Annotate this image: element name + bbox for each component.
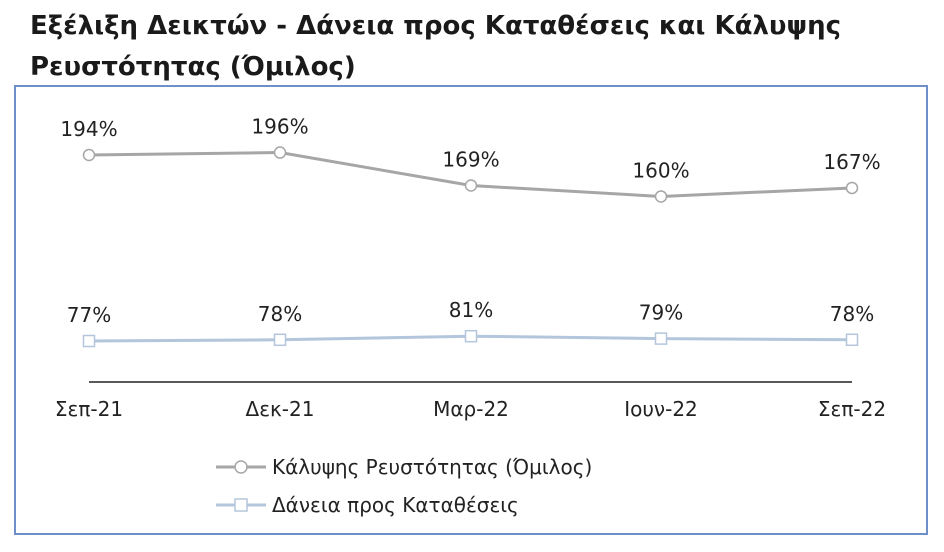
data-label-s0-4: 167% bbox=[823, 150, 880, 174]
x-tick-label-4: Σεπ-22 bbox=[818, 397, 886, 421]
data-point-s1-4 bbox=[845, 333, 859, 347]
data-label-s0-3: 160% bbox=[632, 158, 689, 182]
data-point-s0-2 bbox=[464, 179, 478, 192]
data-label-s0-1: 196% bbox=[251, 115, 308, 139]
x-tick-label-2: Μαρ-22 bbox=[433, 397, 509, 421]
data-label-s1-3: 79% bbox=[639, 301, 683, 325]
data-label-s0-2: 169% bbox=[442, 148, 499, 172]
data-point-s1-2 bbox=[464, 329, 478, 343]
data-point-s1-1 bbox=[273, 333, 287, 347]
x-tick-label-3: Ιουν-22 bbox=[624, 397, 698, 421]
data-point-s0-1 bbox=[273, 146, 287, 159]
data-label-s1-4: 78% bbox=[830, 302, 874, 326]
legend-item-liquidity: Κάλυψης Ρευστότητας (Όμιλος) bbox=[216, 448, 592, 486]
x-tick-label-0: Σεπ-21 bbox=[55, 397, 123, 421]
data-point-s0-4 bbox=[845, 181, 859, 195]
data-point-s1-3 bbox=[654, 332, 668, 345]
chart-frame bbox=[14, 85, 928, 535]
data-label-s0-0: 194% bbox=[60, 117, 117, 141]
legend-swatch-square bbox=[216, 498, 266, 512]
legend-item-loans-deposits: Δάνεια προς Καταθέσεις bbox=[216, 486, 592, 524]
chart-legend: Κάλυψης Ρευστότητας (Όμιλος) Δάνεια προς… bbox=[216, 448, 592, 524]
data-point-s1-0 bbox=[82, 334, 96, 348]
data-point-s0-3 bbox=[654, 190, 668, 203]
data-label-s1-2: 81% bbox=[449, 298, 493, 322]
chart-title: Εξέλιξη Δεικτών - Δάνεια προς Καταθέσεις… bbox=[30, 11, 842, 82]
legend-label-loans-deposits: Δάνεια προς Καταθέσεις bbox=[272, 493, 519, 517]
legend-label-liquidity: Κάλυψης Ρευστότητας (Όμιλος) bbox=[272, 455, 593, 479]
data-point-s0-0 bbox=[82, 148, 96, 162]
legend-swatch-circle bbox=[216, 460, 266, 474]
x-tick-label-1: Δεκ-21 bbox=[246, 397, 315, 421]
data-label-s1-0: 77% bbox=[67, 303, 111, 327]
data-label-s1-1: 78% bbox=[258, 302, 302, 326]
